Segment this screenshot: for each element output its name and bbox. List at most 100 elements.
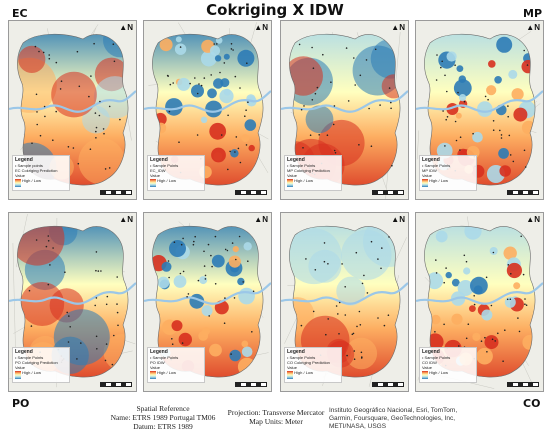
prediction-surface-cell [211, 147, 226, 163]
sample-point [181, 342, 184, 344]
footer-projection-name: Name: ETRS 1989 Portugal TM06 [110, 413, 216, 422]
prediction-surface-cell [241, 340, 249, 348]
prediction-surface-cell [209, 122, 227, 140]
sample-point [230, 48, 233, 50]
prediction-surface-cell [241, 346, 253, 358]
prediction-surface-cell [477, 101, 493, 117]
sample-point [341, 263, 343, 265]
sample-point [370, 145, 373, 147]
sample-point [60, 80, 63, 82]
sample-point [480, 340, 483, 342]
sample-point [377, 258, 379, 260]
legend-color-ramp [15, 179, 21, 187]
sample-point [59, 88, 62, 90]
prediction-surface-cell [506, 262, 522, 279]
legend-color-ramp [287, 179, 293, 187]
sample-point [446, 116, 449, 118]
map-panel-6: ▲N Legend • Sample Points PO IDW Value H… [143, 212, 272, 392]
prediction-surface-cell [484, 335, 499, 350]
sample-point [55, 61, 58, 64]
corner-label-co: CO [523, 397, 541, 410]
prediction-surface-cell [244, 119, 257, 131]
sample-point [76, 50, 79, 53]
sample-point [520, 235, 522, 238]
prediction-surface-cell [177, 77, 191, 91]
sample-point [45, 245, 48, 248]
sample-point [380, 267, 382, 270]
sample-point [192, 243, 195, 246]
sample-point [234, 75, 237, 78]
sample-point [499, 129, 501, 132]
sample-point [193, 240, 195, 243]
sample-point [98, 114, 101, 117]
prediction-surface-cell [345, 337, 378, 370]
north-label: N [399, 23, 405, 32]
corner-label-po: PO [12, 397, 30, 410]
sample-point [327, 263, 329, 265]
prediction-surface-cell [18, 45, 46, 73]
sample-point [298, 43, 301, 46]
sample-point [247, 101, 249, 103]
legend-layer-label: CO IDW [422, 360, 437, 365]
sample-point [526, 64, 529, 66]
sample-point [200, 84, 203, 87]
prediction-surface-cell [159, 38, 173, 52]
scale-bar [100, 190, 132, 195]
sample-point [355, 251, 358, 254]
legend-low-label: Low [305, 178, 314, 183]
prediction-surface-cell [503, 246, 517, 260]
sample-point [490, 304, 493, 307]
prediction-surface-cell [232, 246, 239, 253]
sample-point [500, 134, 503, 136]
legend-sample-row: • Sample Points [422, 355, 451, 360]
legend-ramp-row: High / Low [287, 178, 339, 187]
sample-point [203, 265, 206, 267]
north-label: N [534, 23, 540, 32]
sample-point [359, 74, 362, 77]
prediction-surface-cell [511, 88, 524, 101]
sample-point [179, 46, 182, 48]
map-panel-2: ▲N Legend • Sample Points EC_IDW Value H… [143, 20, 272, 200]
prediction-surface-cell [494, 76, 502, 84]
sample-point [388, 87, 391, 89]
legend-sample-row: • Sample Points [150, 163, 179, 168]
river [416, 90, 543, 113]
sample-point [113, 334, 115, 337]
north-label: N [534, 215, 540, 224]
sample-point [358, 144, 360, 146]
sample-point [388, 236, 390, 238]
sample-point [237, 147, 240, 150]
prediction-surface-cell [229, 349, 241, 362]
sample-point [436, 54, 438, 56]
map-legend: Legend • Sample Points MP IDW Value High… [419, 155, 477, 191]
sample-point [300, 108, 303, 111]
sample-point [100, 270, 102, 272]
sample-point [104, 168, 107, 170]
sample-point [52, 247, 54, 249]
map-legend: Legend • Sample Points CO IDW Value High… [419, 347, 477, 383]
sample-point [492, 120, 495, 122]
map-legend: Legend • Sample Points PO IDW Value High… [147, 347, 205, 383]
sample-point [93, 42, 95, 45]
sample-point [198, 83, 200, 85]
sample-point [391, 164, 393, 167]
legend-sample-label: Sample Points [289, 163, 316, 168]
prediction-surface-cell [451, 313, 463, 325]
prediction-surface-cell [486, 85, 497, 96]
legend-color-ramp [287, 371, 293, 379]
sample-point [463, 254, 466, 257]
prediction-surface-cell [243, 242, 252, 251]
sample-point [502, 360, 504, 362]
sample-point [95, 335, 98, 338]
legend-color-ramp [422, 371, 428, 379]
footer-projection: Projection: Transverse Mercator Map Unit… [226, 408, 326, 426]
footer-map-units: Map Units: Meter [249, 417, 303, 426]
north-label: N [262, 23, 268, 32]
sample-point [383, 324, 386, 327]
sample-point [216, 43, 218, 45]
prediction-surface-cell [228, 255, 241, 268]
sample-point [80, 342, 82, 344]
prediction-surface-cell [289, 297, 315, 331]
sample-point [374, 48, 377, 51]
sample-point [444, 74, 446, 77]
